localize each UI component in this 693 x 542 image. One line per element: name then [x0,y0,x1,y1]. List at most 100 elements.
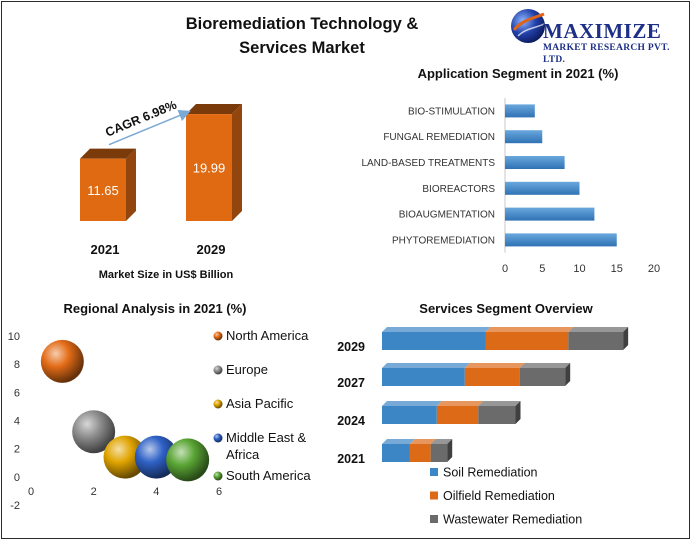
point-middle-east-africa [134,435,178,479]
bar-2029-side [232,104,242,221]
market-size-axis-label: Market Size in US$ Billion [99,269,234,281]
legend-label-north-america: North America [226,328,309,343]
bar-2024-wastewater-remediation [478,406,516,424]
bar-2029-oilfield-remediation-top [485,327,574,332]
point-north-america [40,339,84,383]
legend-label-middle-east-africa-line2: Africa [226,447,260,462]
legend-marker-oilfield-remediation [430,491,438,500]
legend-marker-asia-pacific [213,399,223,409]
bar-2021-soil-remediation [382,444,410,462]
category-label-bioaugmentation: BIOAUGMENTATION [399,210,495,221]
x-tick-label-4: 4 [153,486,159,498]
page-title-line-2: Services Market [239,39,365,57]
bar-2029-wastewater-remediation-top [568,327,629,332]
logo-name: MAXIMIZE [543,19,662,43]
bar-2029-oilfield-remediation [485,332,569,350]
point-asia-pacific [103,435,147,479]
bar-2024-side [515,401,521,424]
bar-2021-wastewater-remediation-top [430,439,453,444]
bar-2027-wastewater-remediation [519,368,566,386]
bar-2027-side [565,363,571,386]
x-tick-label-6: 6 [216,486,222,498]
bar-2027-oilfield-remediation [464,368,520,386]
bar-value-label-2029: 19.99 [193,161,226,176]
x-tick-label-15: 15 [611,263,623,275]
legend-label-asia-pacific: Asia Pacific [226,396,294,411]
legend-label-soil-remediation: Soil Remediation [443,466,538,480]
x-tick-label-10: 10 [573,263,585,275]
cagr-annotation: CAGR 6.98% [103,98,178,140]
x-tick-label-0: 0 [502,263,508,275]
regional-chart-title: Regional Analysis in 2021 (%) [63,301,246,316]
legend-label-europe: Europe [226,362,268,377]
category-label-bio-stimulation: BIO-STIMULATION [408,106,495,117]
category-label-2029: 2029 [197,242,226,257]
bar-bio-stimulation [505,104,535,118]
page-title-line-1: Bioremediation Technology & [185,15,419,33]
bar-2021-side [447,439,453,462]
bar-fungal-remediation [505,130,543,144]
regional-chart: Regional Analysis in 2021 (%) -2 0 2 4 6 8 10 0 2… [8,301,312,512]
x-tick-label-5: 5 [539,263,545,275]
y-tick-label-8: 8 [14,359,20,371]
category-label-2021: 2021 [337,452,365,466]
legend-label-middle-east-africa-line1: Middle East & [226,430,307,445]
cagr-arrow [108,109,191,146]
category-label-2021: 2021 [91,242,120,257]
x-tick-label-20: 20 [648,263,660,275]
legend-label-oilfield-remediation: Oilfield Remediation [443,489,555,503]
bar-2027-soil-remediation [382,368,465,386]
application-chart: Application Segment in 2021 (%) BIO-STIMU… [361,66,660,275]
bar-2029-side [623,327,629,350]
y-tick-label-10: 10 [8,331,20,343]
bar-2021-wastewater-remediation [430,444,448,462]
bar-2024-soil-remediation [382,406,437,424]
point-europe [72,410,116,454]
bar-2021-top [80,148,136,159]
bar-2027-oilfield-remediation-top [464,363,525,368]
legend-label-south-america: South America [226,468,311,483]
page-title: Bioremediation Technology & Services Mar… [172,12,432,60]
bar-2024-soil-remediation-top [382,401,442,406]
bar-2021-side [126,148,136,221]
x-tick-label-0: 0 [28,486,34,498]
application-chart-title: Application Segment in 2021 (%) [418,66,619,81]
market-size-chart: 11.65 2021 19.99 2029 Market Size in US$ Bil… [80,98,242,281]
y-tick-label--2: -2 [10,500,20,512]
bar-bioreactors [505,181,580,195]
category-label-2027: 2027 [337,376,365,390]
bar-2029-wastewater-remediation [568,332,624,350]
bar-2029-soil-remediation [382,332,486,350]
bar-2029-top [186,104,242,115]
y-tick-label-4: 4 [14,416,20,428]
category-label-2029: 2029 [337,340,365,354]
category-label-fungal-remediation: FUNGAL REMEDIATION [383,132,495,143]
bar-value-label-2021: 11.65 [87,183,119,198]
y-tick-label-2: 2 [14,444,20,456]
services-chart-title: Services Segment Overview [419,301,593,316]
bar-phytoremediation [505,233,617,247]
legend-marker-south-america [213,471,223,481]
category-label-phytoremediation: PHYTOREMEDIATION [392,235,495,246]
logo: MAXIMIZE MARKET RESEARCH PVT. LTD. [543,20,689,66]
category-label-land-based-treatments: LAND-BASED TREATMENTS [361,158,495,169]
y-tick-label-0: 0 [14,472,20,484]
bar-2029-soil-remediation-top [382,327,491,332]
bar-land-based-treatments [505,156,565,169]
bar-2029 [186,114,232,221]
x-tick-label-2: 2 [91,486,97,498]
bar-2024-wastewater-remediation-top [478,401,521,406]
legend-marker-middle-east-africa [213,433,223,443]
bar-2021 [80,158,126,221]
logo-subtitle: MARKET RESEARCH PVT. LTD. [543,43,670,65]
bar-2024-oilfield-remediation [436,406,479,424]
point-south-america [166,438,210,482]
legend-marker-soil-remediation [430,468,438,476]
bar-2027-soil-remediation-top [382,363,470,368]
y-tick-label-6: 6 [14,387,20,399]
services-chart: Services Segment Overview 2029 2027 2024 202… [337,301,629,527]
bar-2024-oilfield-remediation-top [436,401,484,406]
bar-2021-soil-remediation-top [382,439,415,444]
bar-2021-oilfield-remediation [409,444,431,462]
